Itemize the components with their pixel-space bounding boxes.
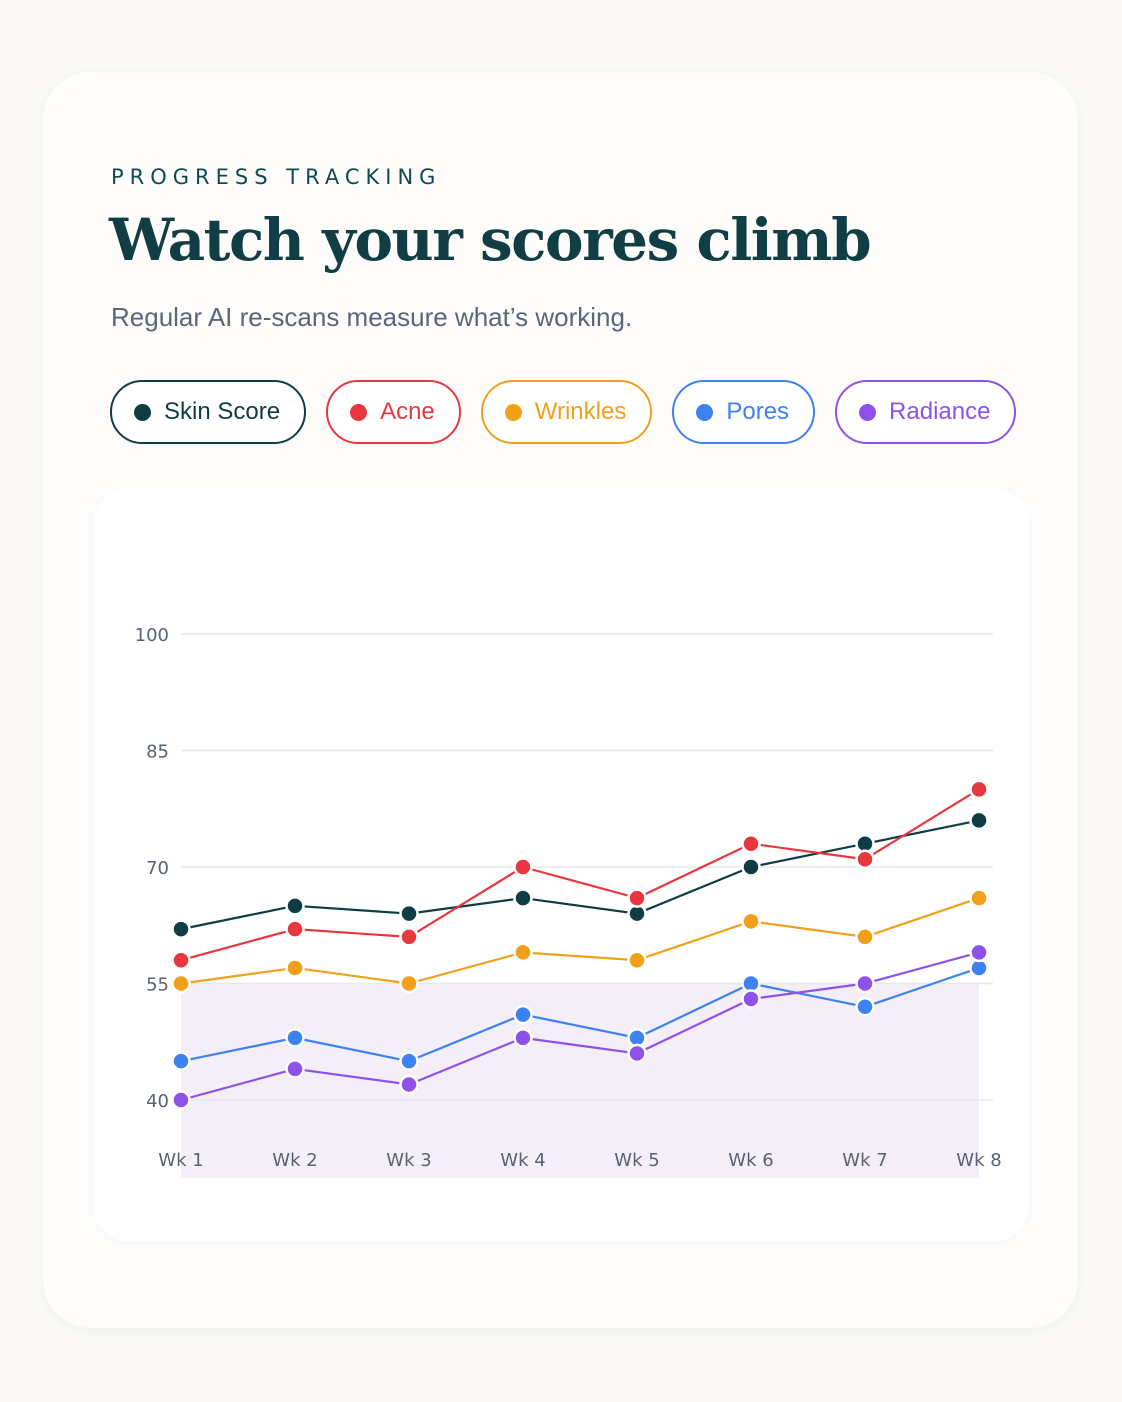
radiance-dot-icon	[859, 403, 877, 421]
x-tick-label: Wk 6	[728, 1150, 773, 1171]
legend-pill-label: Pores	[726, 398, 790, 425]
pores-dot-icon	[696, 403, 714, 421]
wrinkles-dot-icon	[504, 403, 522, 421]
legend-pill-label: Radiance	[889, 398, 991, 425]
y-tick-label: 85	[146, 742, 169, 763]
line-chart: 40 55 70 85 100 Wk 1 Wk 2 Wk 3 Wk 4 Wk 5 Wk 6 Wk 7 W…	[135, 625, 1002, 1178]
acne-series-line	[180, 788, 980, 962]
x-tick-label: Wk 8	[956, 1150, 1001, 1171]
wrinkles-point	[627, 950, 647, 970]
legend-pill-skin-score[interactable]: Skin Score	[110, 380, 307, 444]
progress-card: PROGRESS TRACKING Watch your scores clim…	[43, 72, 1078, 1328]
acne-point	[969, 779, 989, 800]
eyebrow-label: PROGRESS TRACKING	[111, 165, 442, 189]
page-subtitle: Regular AI re-scans measure what’s worki…	[111, 302, 633, 332]
skin-score-point	[741, 857, 761, 877]
x-tick-label: Wk 3	[386, 1150, 431, 1171]
shaded-band	[181, 983, 979, 1178]
radiance-point	[627, 1043, 647, 1064]
radiance-point	[399, 1074, 419, 1095]
radiance-point	[855, 973, 875, 994]
x-tick-label: Wk 1	[158, 1150, 203, 1171]
legend-pill-wrinkles[interactable]: Wrinkles	[480, 380, 653, 444]
y-tick-label: 70	[146, 858, 169, 879]
radiance-point	[513, 1028, 533, 1048]
skin-score-point	[285, 896, 305, 916]
radiance-series-line	[180, 951, 980, 1102]
wrinkles-point	[171, 973, 191, 994]
skin-score-point	[171, 919, 191, 939]
legend-pill-label: Acne	[380, 398, 435, 425]
wrinkles-series-line	[180, 897, 980, 985]
x-tick-label: Wk 5	[614, 1150, 659, 1171]
acne-point	[741, 833, 761, 854]
skin-score-point	[399, 903, 419, 924]
radiance-point	[969, 942, 989, 963]
x-tick-label: Wk 7	[842, 1150, 887, 1171]
acne-point	[399, 927, 419, 947]
acne-point	[627, 888, 647, 908]
wrinkles-point	[741, 911, 761, 932]
legend-pill-label: Skin Score	[164, 398, 281, 425]
acne-point	[171, 950, 191, 970]
pores-point	[855, 997, 875, 1017]
page-title: Watch your scores climb	[109, 206, 872, 274]
acne-dot-icon	[350, 403, 368, 421]
acne-point	[855, 849, 875, 869]
wrinkles-point	[513, 942, 533, 963]
legend-pill-acne[interactable]: Acne	[326, 380, 461, 444]
wrinkles-point	[285, 958, 305, 978]
radiance-point	[741, 989, 761, 1009]
skin-score-series-line	[180, 819, 980, 931]
radiance-point	[285, 1059, 305, 1079]
pores-point	[399, 1051, 419, 1071]
y-tick-label: 55	[146, 975, 169, 996]
skin-score-point	[513, 888, 533, 908]
wrinkles-point	[969, 888, 989, 908]
wrinkles-point	[399, 973, 419, 994]
acne-point	[285, 919, 305, 939]
legend-pill-radiance[interactable]: Radiance	[835, 380, 1017, 444]
series-legend: Skin Score Acne Wrinkles Pores Radiance	[110, 380, 1017, 444]
x-tick-label: Wk 4	[500, 1150, 545, 1171]
y-tick-label: 40	[146, 1091, 169, 1112]
skin-score-point	[969, 810, 989, 831]
chart-panel: 40 55 70 85 100 Wk 1 Wk 2 Wk 3 Wk 4 Wk 5 Wk 6 Wk 7 W…	[93, 488, 1029, 1242]
acne-point	[513, 857, 533, 877]
pores-point	[171, 1051, 191, 1071]
y-tick-label: 100	[135, 625, 169, 646]
pores-point	[513, 1004, 533, 1025]
radiance-point	[171, 1090, 191, 1110]
wrinkles-point	[855, 927, 875, 947]
x-tick-label: Wk 2	[272, 1150, 317, 1171]
pores-series-line	[180, 966, 980, 1063]
skin-score-dot-icon	[134, 403, 151, 421]
legend-pill-label: Wrinkles	[534, 398, 627, 425]
legend-pill-pores[interactable]: Pores	[672, 380, 816, 444]
pores-point	[285, 1028, 305, 1048]
